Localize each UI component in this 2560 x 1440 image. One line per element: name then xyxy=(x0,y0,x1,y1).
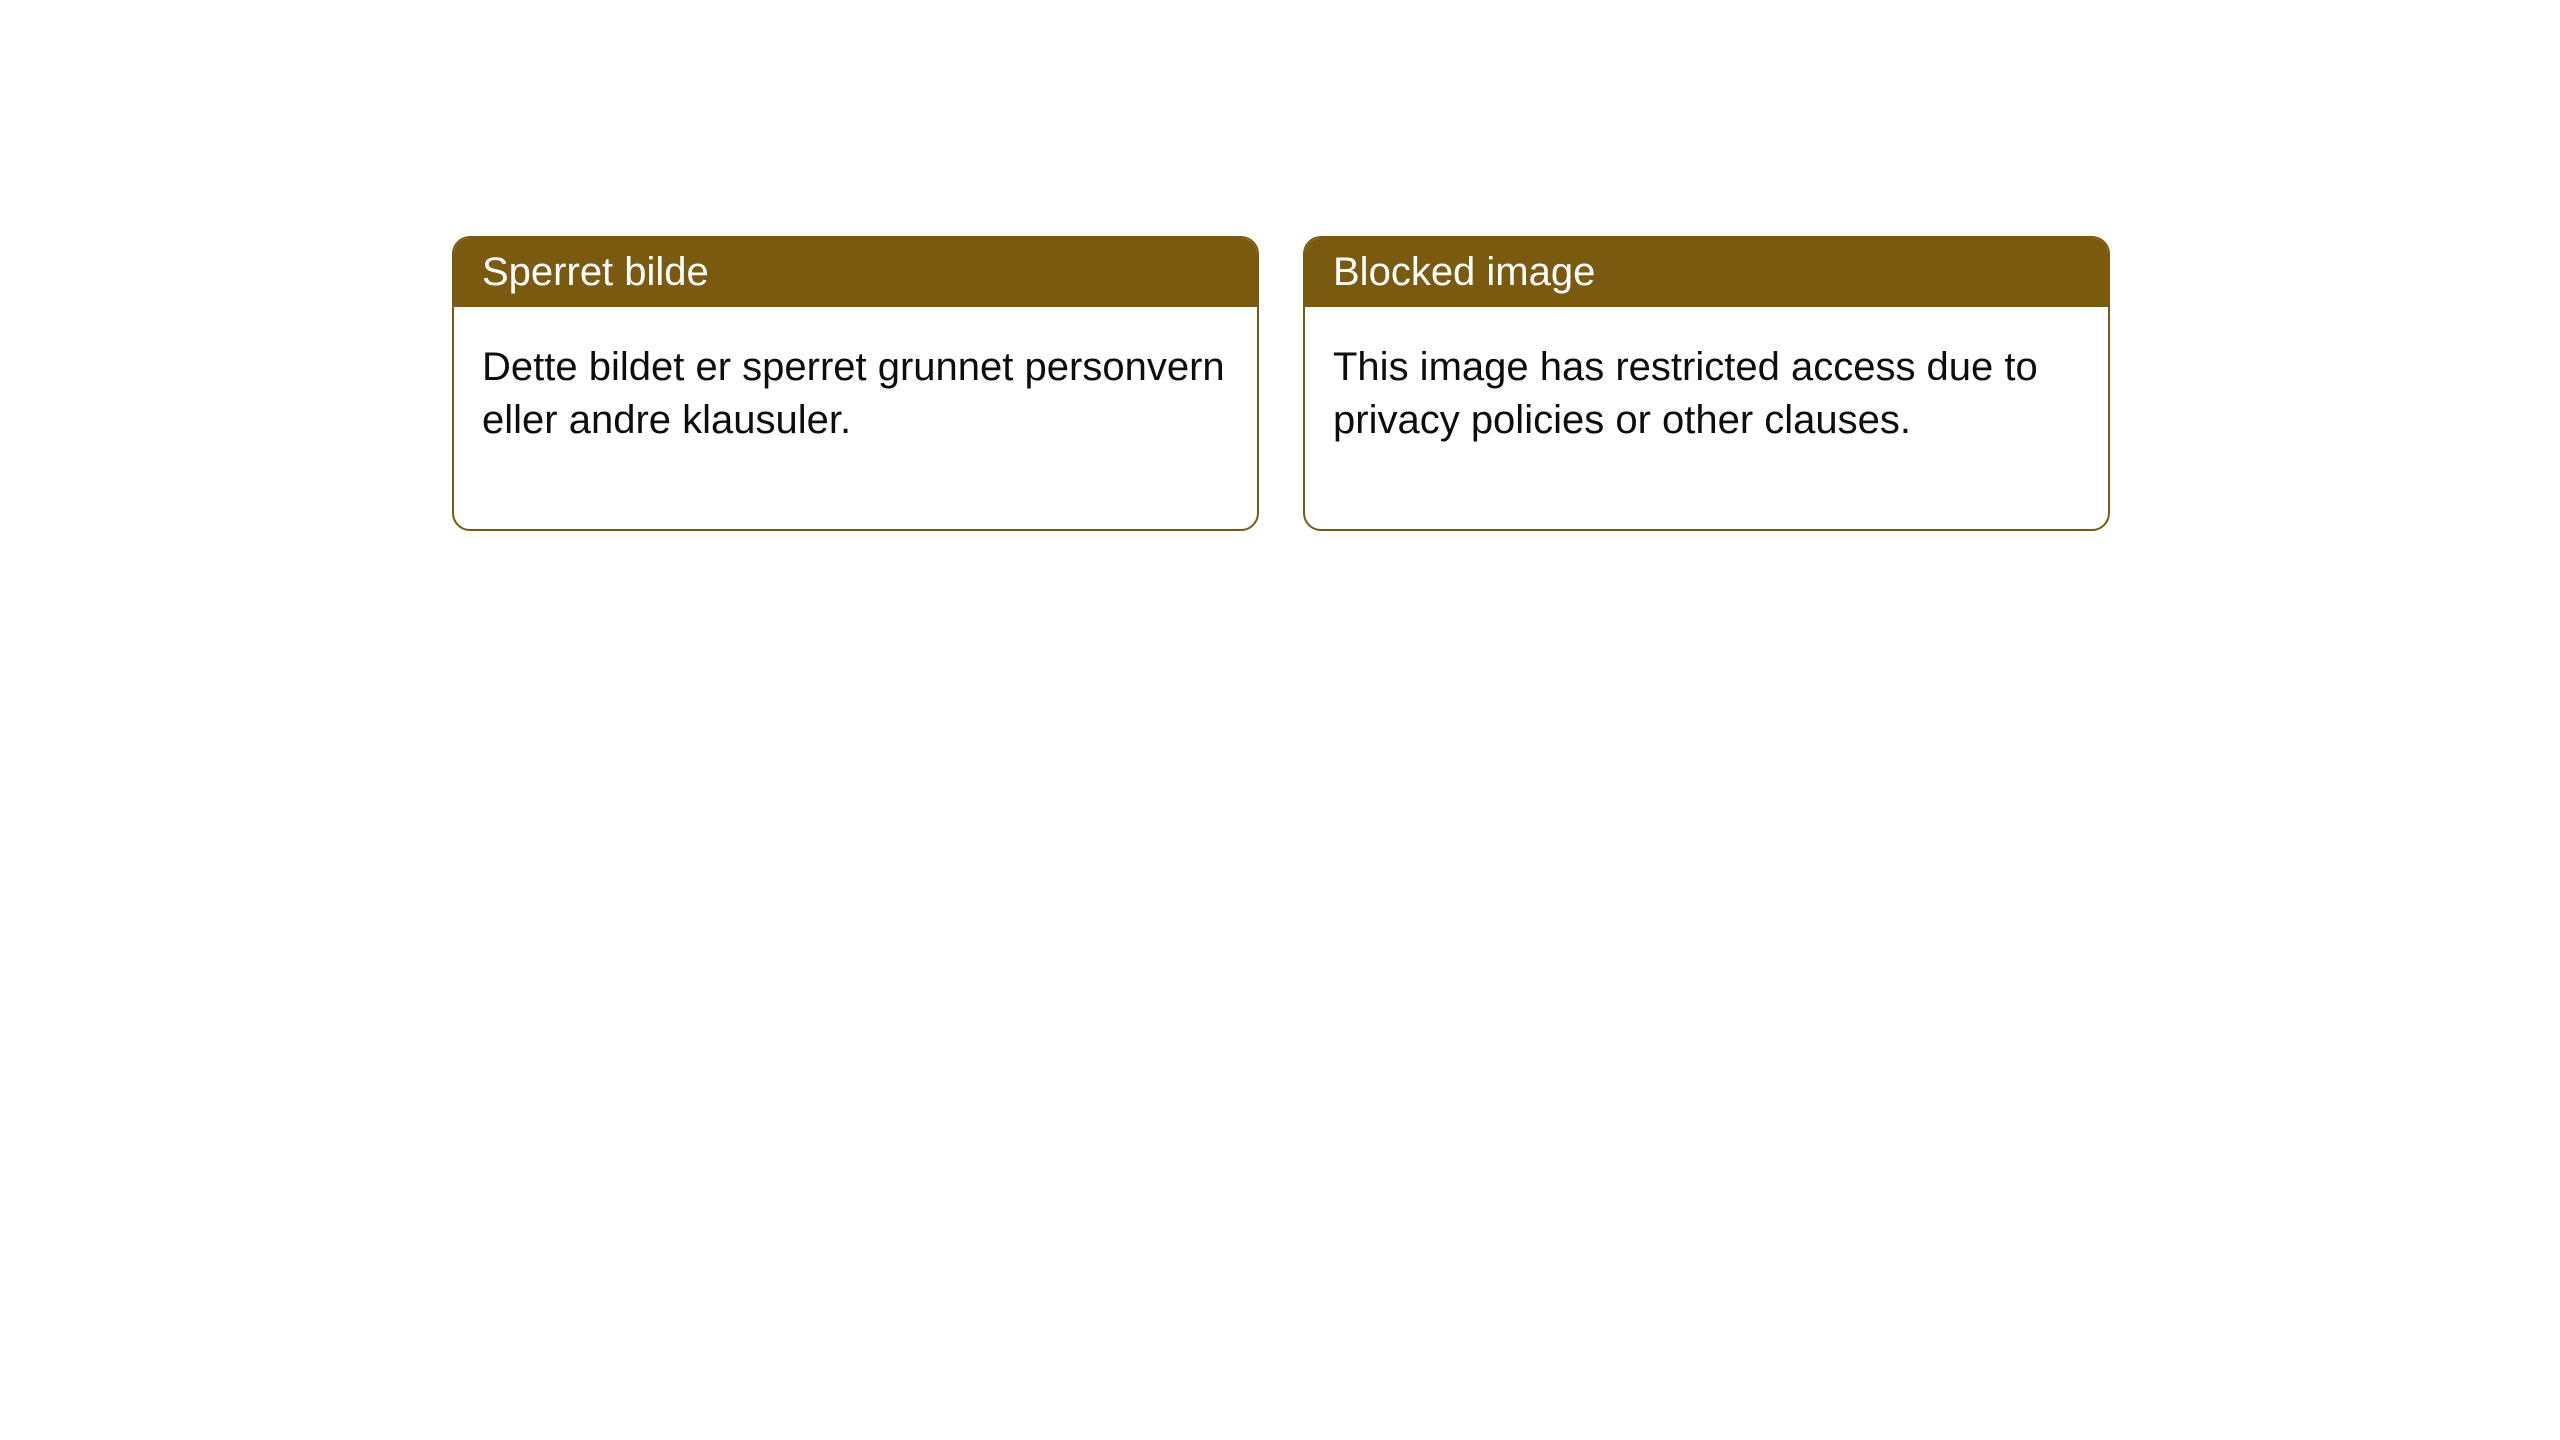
notice-body: This image has restricted access due to … xyxy=(1305,307,2108,529)
notice-header: Sperret bilde xyxy=(454,238,1257,307)
notice-container: Sperret bilde Dette bildet er sperret gr… xyxy=(452,236,2110,531)
notice-body: Dette bildet er sperret grunnet personve… xyxy=(454,307,1257,529)
notice-card-english: Blocked image This image has restricted … xyxy=(1303,236,2110,531)
notice-header: Blocked image xyxy=(1305,238,2108,307)
notice-card-norwegian: Sperret bilde Dette bildet er sperret gr… xyxy=(452,236,1259,531)
